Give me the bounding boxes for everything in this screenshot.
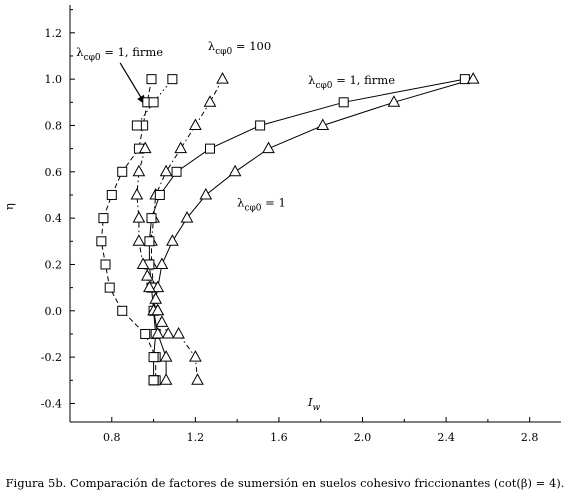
series-2-point xyxy=(161,326,175,339)
series-6-point xyxy=(136,257,150,269)
series-3-point xyxy=(144,236,155,247)
series-1-point xyxy=(100,259,111,270)
series-6-point xyxy=(130,187,144,200)
series-3-point xyxy=(204,143,215,154)
series-4-point xyxy=(151,280,165,293)
y-tick-label: -0.4 xyxy=(41,397,62,410)
series-4-point xyxy=(151,326,165,339)
series-4-point xyxy=(166,234,179,246)
y-tick-label: 0.6 xyxy=(45,166,63,179)
series-1-point xyxy=(98,213,109,224)
series-2-point xyxy=(203,95,217,107)
y-axis-label: η xyxy=(2,203,16,210)
y-tick-label: -0.2 xyxy=(41,351,62,364)
series-1-point xyxy=(117,305,128,316)
y-tick-label: 0.0 xyxy=(45,305,63,318)
series-line-5 xyxy=(136,78,173,126)
y-tick-label: 0.2 xyxy=(45,258,63,271)
series-6-point xyxy=(138,141,152,154)
series-6-point xyxy=(132,211,146,223)
x-tick-label: 0.8 xyxy=(103,431,121,444)
series-4-point xyxy=(180,211,194,223)
series-6-point xyxy=(143,280,156,293)
series-1-point xyxy=(140,328,151,339)
series-6-point xyxy=(151,303,165,316)
y-tick-label: 1.0 xyxy=(45,73,63,86)
series-6-point xyxy=(132,234,146,246)
series-4-point xyxy=(199,187,213,200)
series-5-point xyxy=(131,120,142,131)
series-line-2 xyxy=(151,78,223,381)
series-2-point xyxy=(155,315,169,327)
x-tick-label: 2.4 xyxy=(437,431,455,444)
series-annotation-1: λcφ0 = 1, firme xyxy=(76,45,163,63)
series-3-point xyxy=(171,166,182,177)
series-4-point xyxy=(262,141,275,154)
series-4-point xyxy=(466,72,480,84)
x-axis-label: Iw xyxy=(307,395,321,413)
series-1-point xyxy=(146,74,157,85)
series-1-point xyxy=(104,282,115,293)
series-2-point xyxy=(159,164,173,177)
series-3-point xyxy=(338,97,349,108)
series-6-point xyxy=(140,269,154,281)
figure-caption: Figura 5b. Comparación de factores de su… xyxy=(6,476,565,490)
y-tick-label: 0.8 xyxy=(45,119,63,132)
series-line-4 xyxy=(153,78,474,381)
series-6-point xyxy=(149,292,163,304)
series-2-point xyxy=(172,326,185,339)
series-1-point xyxy=(96,236,107,247)
series-3-point xyxy=(146,213,157,224)
series-3-point xyxy=(148,352,159,363)
series-2-point xyxy=(174,141,188,154)
y-tick-label: 0.4 xyxy=(45,212,63,225)
series-3-point xyxy=(148,375,159,386)
x-tick-label: 2.0 xyxy=(354,431,372,444)
series-markers-layer xyxy=(96,72,480,386)
series-2-point xyxy=(216,72,229,84)
series-annotation-4: λcφ0 = 1 xyxy=(237,196,286,214)
series-4-point xyxy=(159,350,173,362)
series-2-point xyxy=(189,118,202,130)
series-2-point xyxy=(191,373,204,385)
axes-layer xyxy=(69,5,561,423)
series-4-point xyxy=(387,95,401,107)
series-1-point xyxy=(106,189,117,200)
series-6-point xyxy=(132,164,146,177)
labels-layer: -0.4 -0.2 0.0 0.2 0.4 0.6 0.8 1.0 1.2 0.8 1.2 1.6 2.… xyxy=(2,27,564,490)
x-tick-label: 1.6 xyxy=(270,431,288,444)
series-4-point xyxy=(316,118,330,130)
series-2-point xyxy=(189,350,202,362)
series-annotation-2: λcφ0 = 100 xyxy=(208,39,271,57)
series-5-point xyxy=(167,74,178,85)
x-tick-label: 2.8 xyxy=(521,431,539,444)
series-4-point xyxy=(228,164,242,177)
series-4-point xyxy=(155,257,169,269)
series-1-point xyxy=(117,166,128,177)
series-3-point xyxy=(154,189,165,200)
series-5-point xyxy=(148,97,159,108)
series-3-point xyxy=(255,120,266,131)
series-annotation-3: λcφ0 = 1, firme xyxy=(308,73,395,91)
x-tick-label: 1.2 xyxy=(187,431,205,444)
series-4-point xyxy=(159,373,173,385)
y-tick-label: 1.2 xyxy=(45,27,63,40)
